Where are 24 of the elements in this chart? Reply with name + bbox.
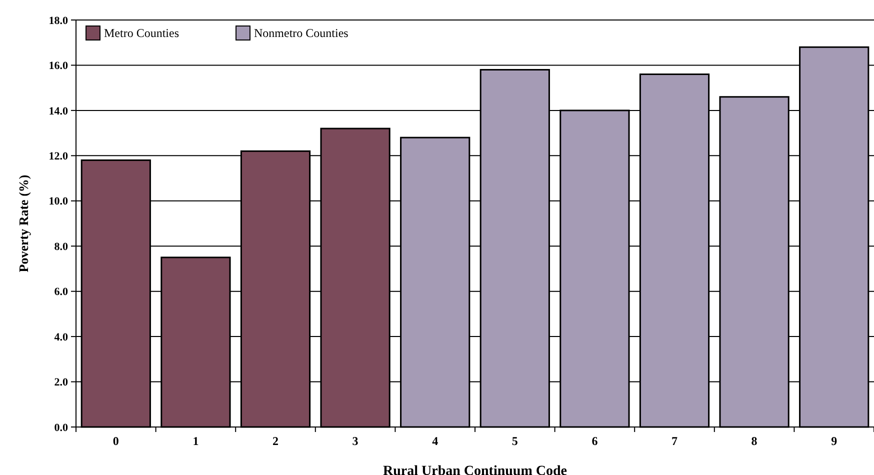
- x-tick-label: 0: [112, 434, 119, 448]
- y-tick-label: 2.0: [54, 376, 68, 389]
- y-tick-label: 4.0: [54, 331, 68, 344]
- x-tick-label: 2: [272, 434, 278, 448]
- y-tick-label: 0.0: [54, 422, 68, 434]
- y-tick-label: 8.0: [54, 240, 68, 253]
- x-tick-label: 7: [672, 434, 678, 448]
- legend-label: Metro Counties: [104, 26, 180, 40]
- y-tick-label: 12.0: [48, 150, 68, 163]
- x-tick-label: 1: [192, 434, 199, 448]
- x-axis-title: Rural Urban Continuum Code: [383, 464, 567, 475]
- x-tick-label: 4: [432, 434, 438, 448]
- y-tick-label: 6.0: [54, 286, 68, 298]
- legend-label: Nonmetro Counties: [254, 26, 349, 40]
- x-tick-label: 9: [831, 434, 838, 448]
- y-axis-title: Poverty Rate (%): [16, 174, 31, 272]
- x-tick-label: 6: [592, 434, 598, 448]
- y-tick-label: 18.0: [48, 14, 68, 27]
- y-tick-label: 10.0: [48, 196, 68, 208]
- y-tick-label: 14.0: [48, 105, 68, 118]
- x-tick-label: 5: [512, 434, 518, 448]
- y-tick-label: 16.0: [48, 60, 68, 72]
- x-tick-label: 8: [751, 434, 758, 448]
- x-tick-label: 3: [352, 434, 358, 448]
